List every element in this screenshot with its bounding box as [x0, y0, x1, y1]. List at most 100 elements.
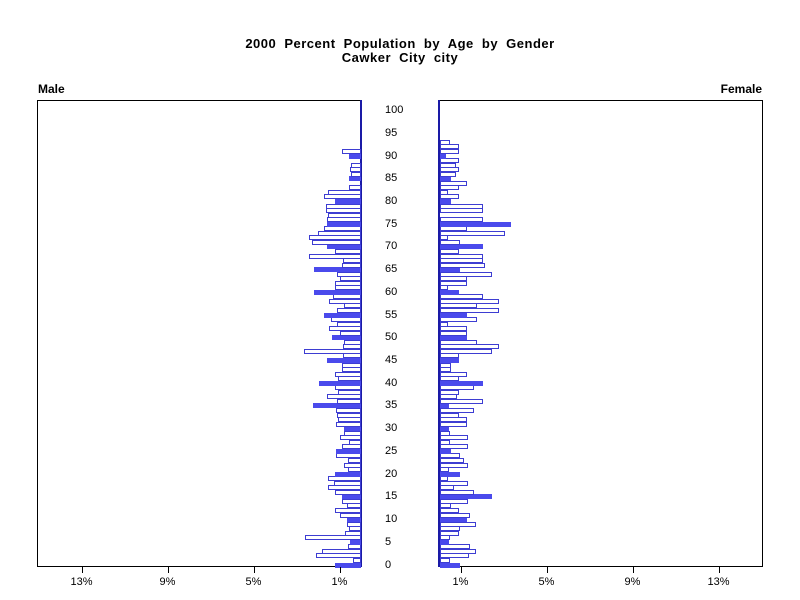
bar-female-age-5: [440, 539, 450, 545]
bar-male-age-11: [339, 512, 361, 518]
bar-male-age-76: [326, 217, 361, 223]
bar-female-age-15: [440, 494, 492, 500]
age-tick-label-0: 0: [385, 558, 392, 571]
bar-male-age-39: [335, 385, 361, 391]
bar-male-age-14: [341, 498, 361, 504]
age-tick-label-25: 25: [385, 444, 398, 457]
bar-male-age-56: [337, 308, 361, 314]
bar-female-age-34: [440, 408, 475, 413]
bar-male-age-51: [339, 330, 361, 336]
bar-male-age-87: [350, 167, 361, 173]
bar-female-age-70: [440, 244, 483, 250]
bar-male-age-4: [348, 544, 361, 550]
bar-female-age-93: [440, 139, 450, 145]
bar-female-age-84: [440, 180, 467, 186]
bar-male-age-13: [347, 503, 361, 509]
age-tick-label-80: 80: [385, 194, 398, 207]
age-tick-label-35: 35: [385, 399, 398, 412]
male-x-tick-5: [253, 567, 255, 573]
bar-female-age-60: [440, 289, 460, 295]
bar-female-age-21: [440, 467, 450, 473]
male-x-tick-9: [167, 567, 169, 573]
bar-female-age-19: [440, 476, 448, 482]
male-axis-baseline: [360, 100, 362, 567]
bar-male-age-27: [349, 439, 361, 445]
bar-male-age-0: [335, 562, 361, 568]
bar-female-age-53: [440, 321, 448, 327]
bar-female-age-9: [440, 521, 476, 527]
bar-male-age-81: [324, 194, 361, 200]
bar-female-age-13: [440, 503, 451, 509]
bar-female-age-56: [440, 308, 500, 314]
bar-male-age-46: [342, 353, 361, 359]
bar-male-age-55: [324, 312, 361, 318]
age-tick-label-75: 75: [385, 217, 398, 230]
bar-male-age-83: [349, 185, 361, 191]
bar-male-age-82: [327, 189, 361, 195]
bar-male-age-21: [348, 467, 361, 473]
age-tick-label-55: 55: [385, 308, 398, 321]
bar-male-age-31: [336, 421, 361, 427]
bar-male-age-67: [342, 258, 361, 264]
bar-female-age-63: [440, 276, 467, 282]
male-x-tick-13: [81, 567, 83, 573]
female-axis-baseline: [438, 100, 440, 567]
bar-male-age-42: [335, 371, 361, 377]
bar-male-age-38: [338, 389, 361, 395]
age-tick-label-5: 5: [385, 535, 392, 548]
bar-female-age-38: [440, 389, 460, 395]
chart-subtitle: Cawker City city: [341, 50, 459, 65]
bar-female-age-91: [440, 148, 460, 154]
bar-female-age-58: [440, 298, 500, 304]
bar-male-age-71: [311, 239, 361, 245]
bar-female-age-80: [440, 198, 451, 204]
bar-female-age-90: [440, 153, 447, 159]
bar-male-age-45: [326, 358, 361, 364]
age-tick-label-10: 10: [385, 513, 398, 526]
bar-male-age-60: [313, 289, 361, 295]
female-plot-area: [438, 100, 763, 567]
bar-female-age-26: [440, 444, 468, 450]
bar-male-age-34: [336, 408, 361, 413]
bar-female-age-45: [440, 358, 460, 364]
age-tick-label-60: 60: [385, 285, 398, 298]
bar-female-age-47: [440, 348, 492, 354]
bar-female-age-33: [440, 412, 460, 418]
bar-male-age-6: [305, 535, 361, 541]
female-x-tick-5: [546, 567, 548, 573]
bar-male-age-30: [343, 426, 361, 432]
age-tick-label-40: 40: [385, 376, 398, 389]
male-plot-area: [37, 100, 362, 567]
bar-female-age-40: [440, 380, 483, 386]
male-x-tick-label-13: 13%: [70, 576, 93, 588]
bar-female-age-86: [440, 171, 457, 177]
bar-female-age-0: [440, 562, 460, 568]
female-x-tick-9: [632, 567, 634, 573]
bar-female-age-83: [440, 185, 460, 191]
bar-female-age-68: [440, 253, 483, 259]
female-panel-label: Female: [720, 82, 762, 96]
bar-male-age-69: [335, 248, 361, 254]
bar-female-age-88: [440, 162, 457, 168]
bar-female-age-10: [440, 517, 467, 523]
age-tick-label-100: 100: [385, 104, 404, 117]
bar-female-age-89: [440, 158, 460, 164]
bar-male-age-91: [341, 148, 361, 154]
age-tick-label-30: 30: [385, 422, 398, 435]
bar-female-age-43: [440, 367, 451, 373]
bar-male-age-54: [330, 317, 361, 323]
bar-male-age-20: [335, 471, 361, 477]
bar-female-age-72: [440, 235, 448, 241]
bar-female-age-57: [440, 303, 477, 309]
age-tick-label-90: 90: [385, 149, 398, 162]
bar-male-age-61: [335, 285, 361, 291]
bar-male-age-80: [335, 198, 361, 204]
bar-female-age-55: [440, 312, 467, 318]
bar-male-age-3: [322, 548, 361, 554]
bar-male-age-86: [351, 171, 361, 177]
bar-female-age-69: [440, 248, 460, 254]
bar-female-age-92: [440, 144, 460, 150]
bar-male-age-24: [336, 453, 361, 459]
bar-male-age-88: [351, 162, 361, 168]
bar-male-age-2: [315, 553, 361, 559]
